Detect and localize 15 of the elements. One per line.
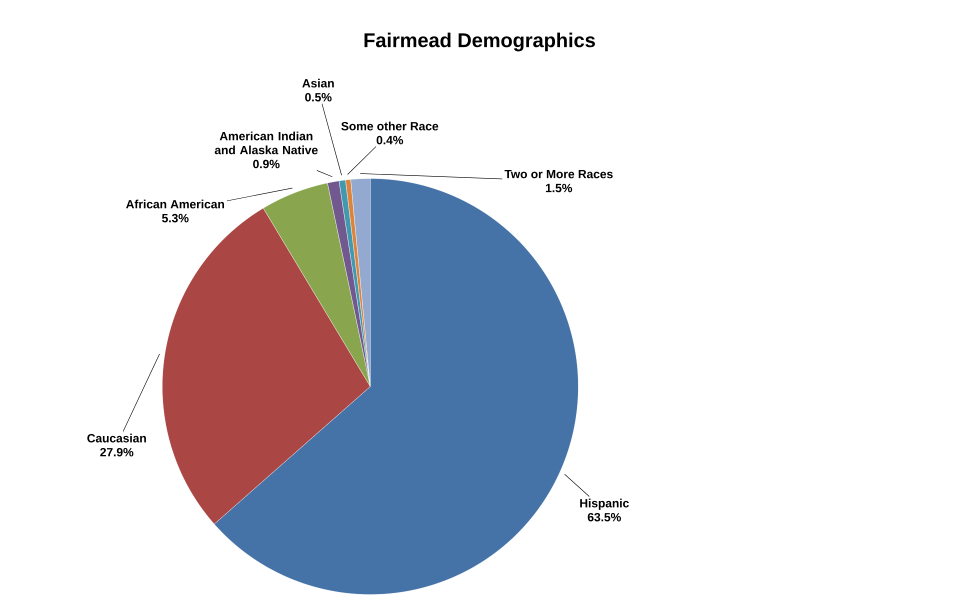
data-label: 1.5% [546,184,572,192]
data-label: 0.5% [305,92,332,102]
data-label: 63.5% [588,512,621,522]
slice-label: Caucasian [87,434,146,442]
chart-title: Fairmead Demographics [364,32,595,52]
data-label: 27.9% [100,448,134,456]
slice-label: Hispanic [580,498,629,510]
slice-label: American Indian and Alaska Native [214,132,318,154]
slice-label: Some other Race [341,122,438,130]
data-label: 0.4% [376,136,404,144]
data-label: 0.9% [253,160,280,168]
slice-label: Two or More Races [504,170,613,178]
slice-label: African American [126,200,224,208]
data-label: 5.3% [162,214,189,222]
slice-label: Asian [302,78,334,88]
